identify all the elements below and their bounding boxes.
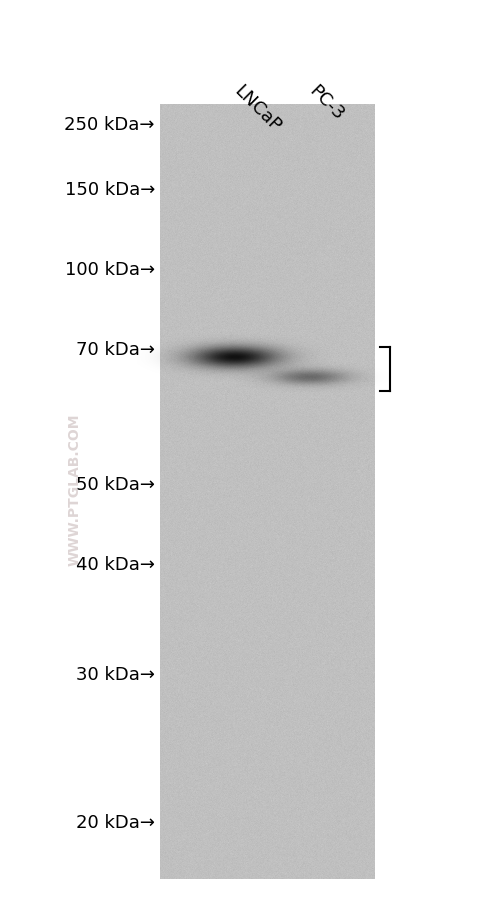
Text: 70 kDa→: 70 kDa→: [76, 341, 155, 359]
Text: 100 kDa→: 100 kDa→: [65, 261, 155, 279]
Text: 50 kDa→: 50 kDa→: [76, 475, 155, 493]
Text: 40 kDa→: 40 kDa→: [76, 556, 155, 574]
Text: 30 kDa→: 30 kDa→: [76, 666, 155, 683]
Bar: [160, 105, 375, 879]
Text: 20 kDa→: 20 kDa→: [76, 813, 155, 831]
Text: PC-3: PC-3: [305, 82, 347, 124]
Text: 150 kDa→: 150 kDa→: [65, 180, 155, 198]
Text: LNCaP: LNCaP: [230, 82, 284, 136]
Text: WWW.PTGLAB.COM: WWW.PTGLAB.COM: [68, 413, 82, 566]
Text: 250 kDa→: 250 kDa→: [64, 115, 155, 133]
